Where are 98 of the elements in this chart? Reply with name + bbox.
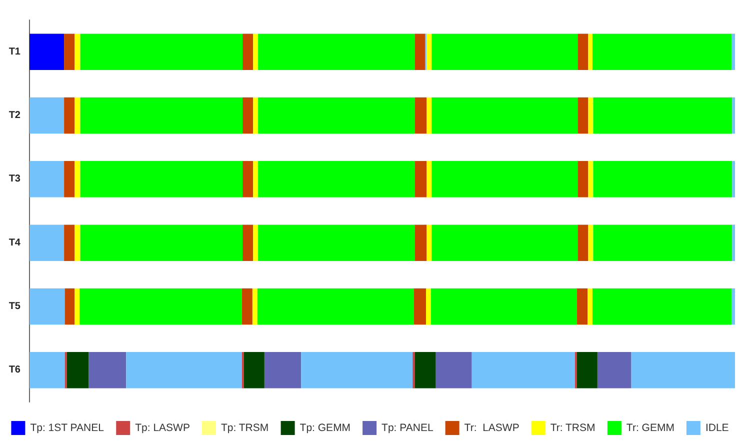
bar bbox=[731, 288, 735, 325]
bar bbox=[257, 288, 414, 325]
bar bbox=[264, 352, 302, 388]
bar bbox=[253, 97, 258, 134]
bar bbox=[588, 224, 594, 261]
bar bbox=[64, 97, 75, 134]
bar bbox=[436, 352, 472, 388]
legend-label: Tr: LASWP bbox=[464, 422, 520, 434]
bar bbox=[252, 288, 258, 325]
bar bbox=[472, 352, 575, 388]
bar bbox=[64, 288, 75, 325]
bar bbox=[242, 97, 254, 134]
legend-label: Tr: TRSM bbox=[550, 422, 596, 434]
bar bbox=[64, 224, 75, 261]
bar bbox=[732, 97, 735, 134]
bar bbox=[30, 161, 64, 198]
bar bbox=[592, 288, 732, 325]
bar bbox=[426, 224, 432, 261]
bar bbox=[588, 288, 592, 325]
bar bbox=[74, 288, 80, 325]
bar bbox=[74, 97, 80, 134]
bar bbox=[732, 224, 735, 261]
bar bbox=[126, 352, 242, 388]
bar bbox=[592, 34, 732, 70]
legend-label: Tp: TRSM bbox=[220, 422, 269, 434]
y-tick-label: T2 bbox=[8, 110, 21, 121]
bar bbox=[631, 352, 735, 388]
bar bbox=[578, 97, 588, 134]
legend-label: Tr: GEMM bbox=[626, 422, 674, 434]
bar bbox=[74, 34, 80, 70]
bar bbox=[732, 161, 735, 198]
legend-label: Tp: LASWP bbox=[135, 422, 190, 434]
bar bbox=[253, 34, 258, 70]
bar bbox=[30, 352, 65, 388]
y-tick-label: T6 bbox=[8, 364, 21, 376]
bar bbox=[576, 352, 598, 388]
legend-label: IDLE bbox=[705, 422, 729, 434]
bar bbox=[64, 34, 75, 70]
bar bbox=[578, 34, 588, 70]
bar bbox=[588, 161, 594, 198]
legend-label: Tp: 1ST PANEL bbox=[30, 422, 104, 434]
bar bbox=[80, 34, 243, 70]
bar bbox=[30, 224, 64, 261]
bar bbox=[242, 224, 254, 261]
bar bbox=[258, 34, 415, 70]
bar bbox=[414, 97, 427, 134]
bar bbox=[258, 97, 415, 134]
bar bbox=[80, 224, 243, 261]
bar bbox=[80, 97, 243, 134]
bar bbox=[88, 352, 126, 388]
bar bbox=[593, 161, 732, 198]
bar bbox=[432, 224, 578, 261]
bar bbox=[426, 34, 432, 70]
bar bbox=[426, 97, 432, 134]
y-tick-label: T1 bbox=[8, 46, 21, 58]
bar bbox=[64, 161, 75, 198]
bar bbox=[597, 352, 632, 388]
bar bbox=[578, 224, 588, 261]
bar bbox=[430, 288, 577, 325]
bar bbox=[414, 224, 427, 261]
bar bbox=[30, 97, 64, 134]
y-tick-label: T3 bbox=[8, 174, 21, 185]
bar bbox=[414, 34, 426, 70]
bar bbox=[731, 34, 735, 70]
bar bbox=[30, 288, 65, 325]
bar bbox=[588, 34, 592, 70]
bar bbox=[258, 161, 415, 198]
bar bbox=[426, 288, 431, 325]
bar bbox=[432, 34, 578, 70]
bar bbox=[301, 352, 413, 388]
bar bbox=[414, 161, 427, 198]
bar bbox=[258, 224, 415, 261]
legend-label: Tp: GEMM bbox=[300, 422, 351, 434]
bar bbox=[426, 161, 432, 198]
bar bbox=[593, 224, 732, 261]
bar bbox=[432, 161, 578, 198]
bar bbox=[80, 161, 243, 198]
bar bbox=[593, 97, 732, 134]
bar bbox=[80, 288, 242, 325]
bar bbox=[578, 161, 588, 198]
bar bbox=[66, 352, 89, 388]
bar bbox=[576, 288, 588, 325]
bar bbox=[253, 161, 258, 198]
bar bbox=[74, 224, 80, 261]
bar bbox=[432, 97, 578, 134]
y-tick-label: T4 bbox=[8, 237, 21, 248]
bar bbox=[414, 288, 426, 325]
bar bbox=[414, 352, 436, 388]
bar bbox=[30, 34, 64, 70]
bar bbox=[242, 161, 254, 198]
bar bbox=[242, 34, 254, 70]
y-tick-label: T5 bbox=[8, 301, 21, 312]
bar bbox=[588, 97, 594, 134]
bar bbox=[242, 288, 252, 325]
bar bbox=[244, 352, 264, 388]
bar bbox=[74, 161, 80, 198]
legend-label: Tp: PANEL bbox=[382, 422, 434, 434]
bar bbox=[253, 224, 258, 261]
